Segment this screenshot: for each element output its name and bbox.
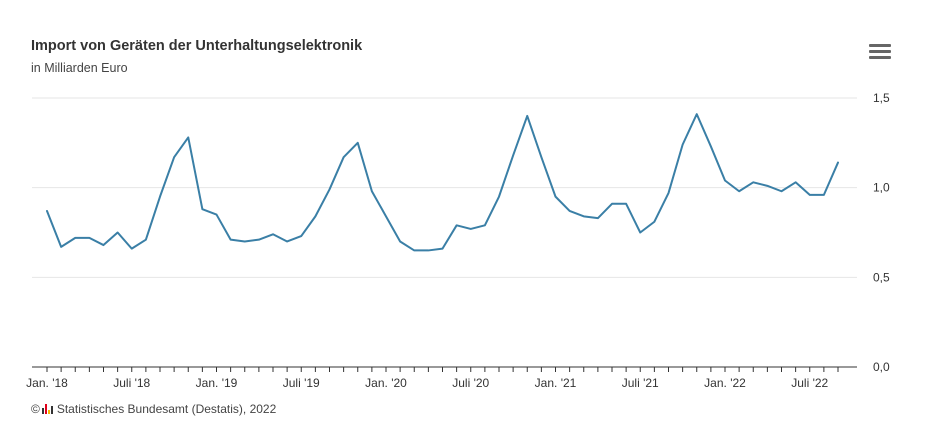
y-tick-label: 1,5 — [873, 91, 890, 105]
x-tick-label: Juli '19 — [283, 376, 320, 390]
credits-text: Statistisches Bundesamt (Destatis), 2022 — [56, 402, 277, 416]
x-tick-label: Jan. '18 — [26, 376, 68, 390]
x-tick-label: Jan. '21 — [535, 376, 577, 390]
y-tick-label: 0,0 — [873, 360, 890, 374]
x-tick-label: Juli '21 — [622, 376, 659, 390]
copyright-symbol: © — [31, 402, 40, 416]
y-tick-label: 1,0 — [873, 181, 890, 195]
x-tick-label: Juli '20 — [452, 376, 489, 390]
x-tick-label: Jan. '22 — [704, 376, 746, 390]
x-tick-label: Juli '18 — [113, 376, 150, 390]
x-tick-label: Juli '22 — [791, 376, 828, 390]
x-tick-label: Jan. '20 — [365, 376, 407, 390]
chart-subtitle: in Milliarden Euro — [31, 61, 128, 75]
hamburger-menu-icon[interactable] — [869, 44, 891, 62]
chart-title: Import von Geräten der Unterhaltungselek… — [31, 38, 363, 54]
y-tick-label: 0,5 — [873, 270, 890, 284]
credits: © Statistisches Bundesamt (Destatis), 20… — [31, 402, 276, 416]
x-tick-label: Jan. '19 — [196, 376, 238, 390]
series-line — [46, 113, 839, 252]
destatis-logo-icon — [41, 404, 53, 414]
